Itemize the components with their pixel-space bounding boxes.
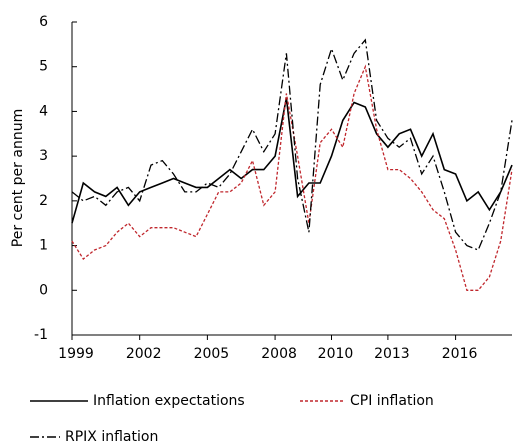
legend-label: CPI inflation (350, 393, 434, 409)
x-tick-label: 2005 (194, 346, 230, 362)
y-tick-label: 4 (39, 103, 48, 119)
y-tick-label: 6 (39, 14, 48, 30)
y-tick-label: 2 (39, 193, 48, 209)
series-line (71, 64, 513, 291)
y-tick-label: -1 (34, 327, 48, 343)
series-line (71, 38, 513, 251)
y-tick-label: 5 (39, 59, 48, 75)
legend-label: Inflation expectations (93, 393, 245, 409)
y-tick-label: 1 (39, 238, 48, 254)
series-line (71, 97, 513, 224)
x-tick-label: 2002 (126, 346, 162, 362)
x-tick-label: 1999 (58, 346, 94, 362)
x-tick-label: 2010 (318, 346, 354, 362)
y-tick-label: 3 (39, 148, 48, 164)
x-tick-label: 2013 (374, 346, 410, 362)
x-tick-label: 2016 (442, 346, 478, 362)
y-tick-label: 0 (39, 282, 48, 298)
y-axis-label: Per cent per annum (10, 109, 26, 247)
x-tick-label: 2008 (261, 346, 297, 362)
legend-label: RPIX inflation (65, 429, 158, 445)
